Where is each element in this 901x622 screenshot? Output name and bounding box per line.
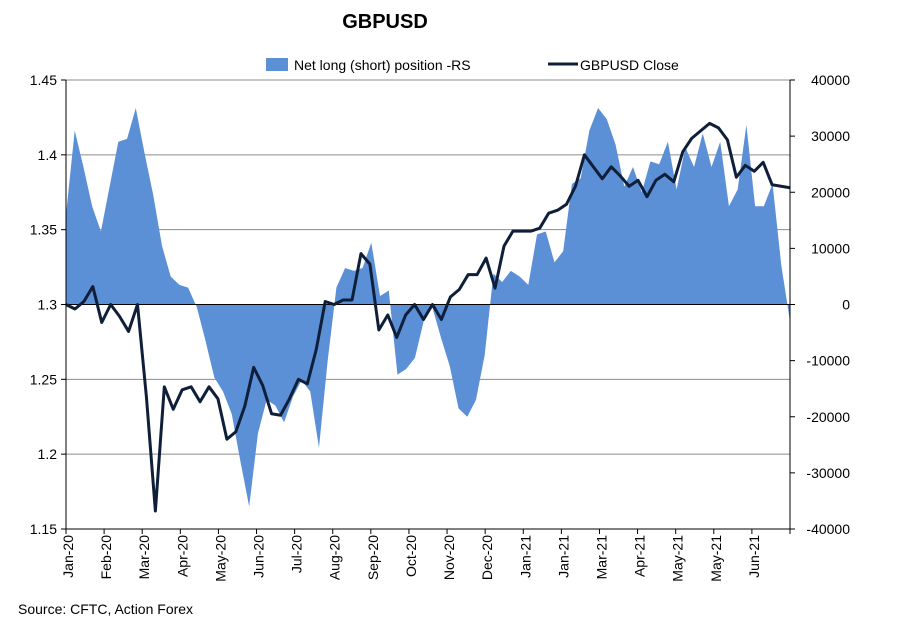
legend-swatch-area <box>266 58 288 71</box>
right-tick-label: 10000 <box>811 240 850 256</box>
x-tick-label: Aug-20 <box>327 535 343 580</box>
x-tick-label: May-20 <box>212 535 228 582</box>
right-tick-label: 20000 <box>811 184 850 200</box>
x-tick-label: Feb-20 <box>98 535 114 580</box>
legend-label-area: Net long (short) position -RS <box>294 57 471 73</box>
net-position-area-layer <box>66 108 790 507</box>
right-tick-label: -10000 <box>806 353 850 369</box>
x-tick-label: Jan-20 <box>60 535 76 578</box>
chart-title: GBPUSD <box>342 11 428 33</box>
net-position-area <box>66 108 790 507</box>
right-tick-label: 40000 <box>811 72 850 88</box>
left-tick-label: 1.25 <box>30 371 57 387</box>
x-tick-label: Jun-20 <box>251 535 267 578</box>
right-tick-label: 30000 <box>811 128 850 144</box>
x-axis-ticks: Jan-20 Feb-20 Mar-20 Apr-20 May-20 Jun-20 Jul-… <box>60 529 791 582</box>
left-axis-ticks: 1.15 1.2 1.25 1.3 1.35 1.4 1.45 <box>30 72 66 537</box>
left-tick-label: 1.2 <box>38 446 58 462</box>
left-tick-label: 1.15 <box>30 521 57 537</box>
legend: Net long (short) position -RS GBPUSD Clo… <box>266 57 679 73</box>
x-tick-label: Mar-21 <box>593 535 609 580</box>
source-note: Source: CFTC, Action Forex <box>18 601 193 617</box>
right-tick-label: -30000 <box>806 465 850 481</box>
right-tick-label: -20000 <box>806 409 850 425</box>
x-tick-label: Jun-21 <box>746 535 762 578</box>
x-tick-label: Apr-21 <box>632 535 648 577</box>
x-tick-label: May-21 <box>708 535 724 582</box>
right-axis-ticks: -40000 -30000 -20000 -10000 0 10000 20000 30000… <box>790 72 850 537</box>
left-tick-label: 1.45 <box>30 72 57 88</box>
legend-label-line: GBPUSD Close <box>580 57 679 73</box>
x-tick-label: Sep-20 <box>365 535 381 580</box>
x-tick-label: Mar-20 <box>136 535 152 580</box>
x-tick-label: Apr-20 <box>174 535 190 577</box>
right-tick-label: 0 <box>842 297 850 313</box>
x-tick-label: Nov-20 <box>441 535 457 580</box>
left-tick-label: 1.4 <box>38 147 58 163</box>
x-tick-label: Dec-20 <box>479 535 495 580</box>
x-tick-label: May-21 <box>670 535 686 582</box>
x-tick-label: Jul-20 <box>289 535 305 573</box>
left-tick-label: 1.3 <box>38 297 58 313</box>
gbpusd-line-layer <box>65 121 791 513</box>
right-tick-label: -40000 <box>806 521 850 537</box>
x-tick-label: Jan-21 <box>555 535 571 578</box>
gbpusd-close-line <box>65 121 791 513</box>
x-tick-label: Jan-21 <box>517 535 533 578</box>
x-tick-label: Oct-20 <box>403 535 419 577</box>
left-tick-label: 1.35 <box>30 222 57 238</box>
